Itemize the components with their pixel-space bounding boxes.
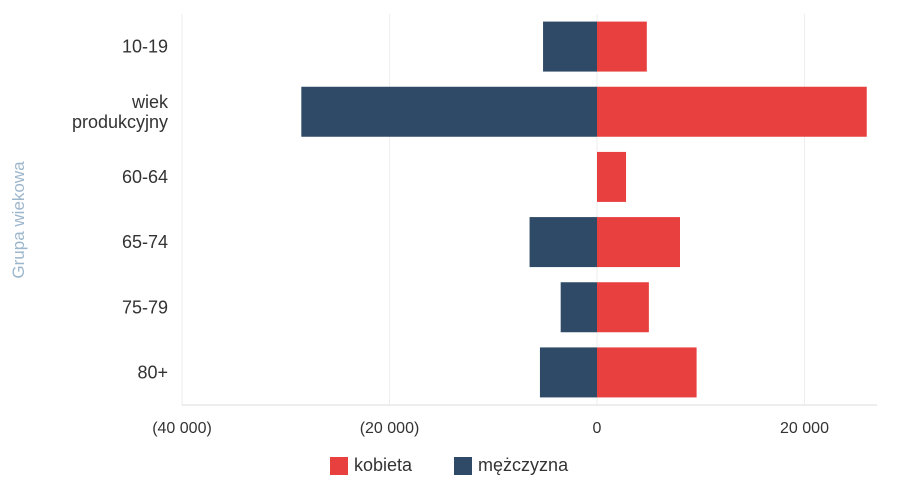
category-label-5: 80+ (137, 362, 168, 382)
category-label-3: 65-74 (122, 232, 168, 252)
category-label-1: wiek produkcyjny (72, 92, 169, 132)
bar-kobieta-0 (597, 21, 647, 72)
bar-mezczyzna-1 (301, 86, 597, 137)
bar-mezczyzna-4 (560, 282, 597, 333)
bar-mezczyzna-0 (543, 21, 597, 72)
category-label-4: 75-79 (122, 297, 168, 317)
category-label-0: 10-19 (122, 37, 168, 57)
bar-mezczyzna-3 (529, 217, 597, 268)
category-labels: 10-19 wiek produkcyjny 60-64 65-74 75-79 80+ (72, 37, 169, 383)
legend-item-mezczyzna: mężczyzna (454, 455, 568, 476)
x-tick-labels: (40 000) (20 000) 0 20 000 (152, 420, 829, 437)
legend-label-mezczyzna: mężczyzna (478, 455, 569, 475)
legend-label-kobieta: kobieta (354, 455, 413, 475)
bar-kobieta-5 (597, 347, 697, 398)
legend-swatch-kobieta (330, 456, 348, 475)
bar-kobieta-1 (597, 86, 867, 137)
legend-swatch-mezczyzna (454, 456, 473, 475)
category-label-2: 60-64 (122, 167, 168, 187)
x-tick-label-0: (40 000) (152, 420, 212, 437)
y-axis-title: Grupa wiekowa (9, 161, 28, 279)
bar-mezczyzna-5 (539, 347, 597, 398)
x-tick-label-3: 20 000 (780, 420, 829, 437)
legend-item-kobieta: kobieta (330, 455, 412, 476)
bar-kobieta-4 (597, 282, 649, 333)
x-tick-label-1: (20 000) (360, 420, 420, 437)
bar-kobieta-3 (597, 217, 680, 268)
x-tick-label-2: 0 (593, 420, 602, 437)
chart-bars (301, 21, 867, 398)
bar-kobieta-2 (597, 151, 627, 202)
chart-legend: kobieta mężczyzna (330, 455, 610, 476)
chart-gridlines (181, 14, 877, 406)
